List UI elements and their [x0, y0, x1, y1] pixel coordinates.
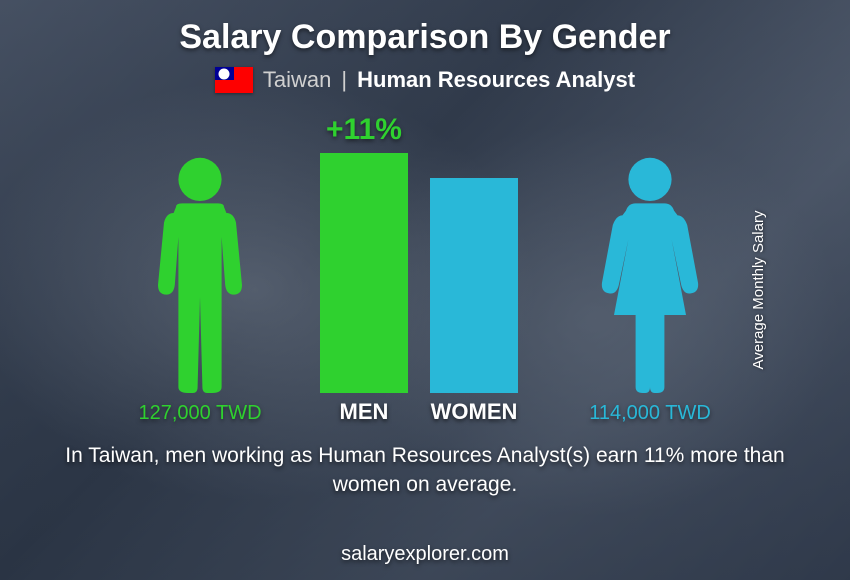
footer-source: salaryexplorer.com — [0, 543, 850, 566]
flag-canton — [215, 67, 234, 80]
men-bar-label: MEN — [304, 399, 424, 425]
y-axis-label: Average Monthly Salary — [750, 211, 767, 370]
subtitle-row: Taiwan | Human Resources Analyst — [0, 67, 850, 93]
separator: | — [341, 67, 347, 93]
taiwan-flag-icon — [215, 67, 253, 93]
women-salary-value: 114,000 TWD — [565, 402, 735, 425]
description-text: In Taiwan, men working as Human Resource… — [0, 441, 850, 500]
men-bar — [320, 153, 408, 393]
chart-area: +11% 127,000 TWD MEN WOMEN 114,000 TWD — [0, 103, 850, 433]
page-title: Salary Comparison By Gender — [0, 0, 850, 57]
man-figure-icon — [140, 153, 260, 393]
difference-label: +11% — [320, 113, 408, 147]
men-salary-value: 127,000 TWD — [115, 402, 285, 425]
woman-figure-icon — [590, 153, 710, 393]
role-label: Human Resources Analyst — [357, 67, 635, 93]
women-bar — [430, 178, 518, 393]
women-bar-label: WOMEN — [414, 399, 534, 425]
flag-sun — [220, 70, 228, 78]
country-label: Taiwan — [263, 67, 331, 93]
infographic-container: Salary Comparison By Gender Taiwan | Hum… — [0, 0, 850, 580]
